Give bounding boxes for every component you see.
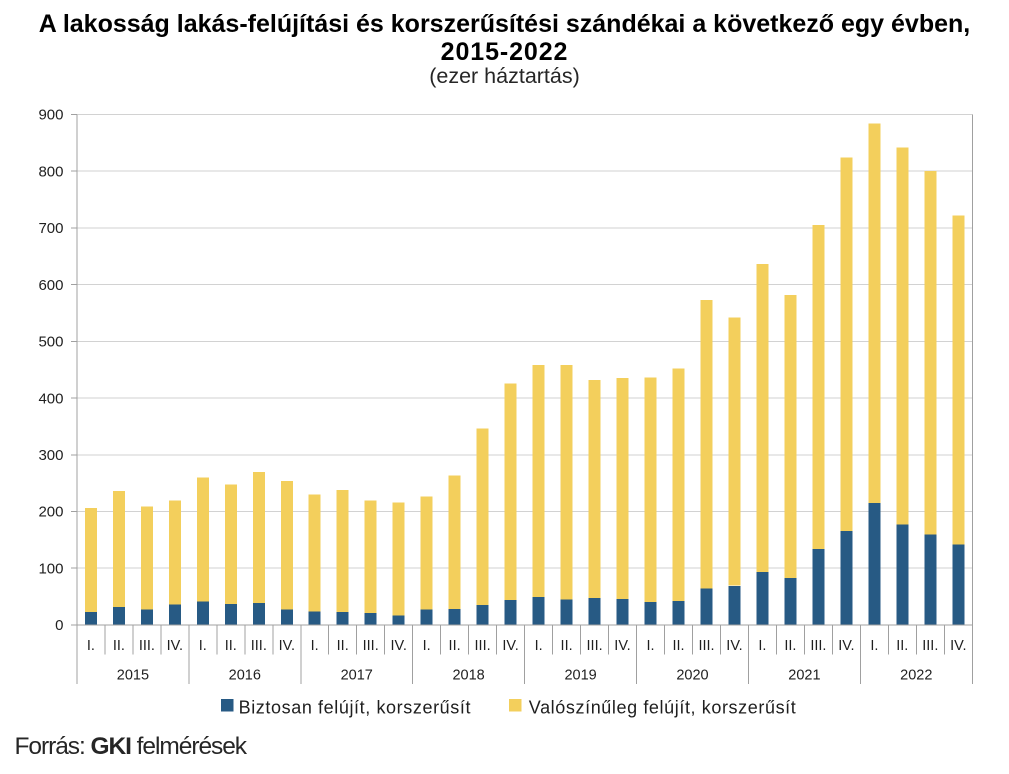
svg-text:I.: I. bbox=[646, 638, 654, 654]
svg-text:2017: 2017 bbox=[341, 668, 373, 684]
svg-text:IV.: IV. bbox=[167, 638, 183, 654]
svg-text:III.: III. bbox=[139, 638, 155, 654]
svg-text:2022: 2022 bbox=[900, 668, 932, 684]
svg-text:2016: 2016 bbox=[229, 668, 261, 684]
svg-text:2018: 2018 bbox=[452, 668, 484, 684]
svg-text:IV.: IV. bbox=[726, 638, 742, 654]
svg-text:Valószínűleg felújít, korszerű: Valószínűleg felújít, korszerűsít bbox=[529, 697, 797, 717]
svg-text:2020: 2020 bbox=[676, 668, 708, 684]
svg-text:2019: 2019 bbox=[564, 668, 596, 684]
svg-text:900: 900 bbox=[38, 107, 63, 124]
svg-text:III.: III. bbox=[810, 638, 826, 654]
svg-text:II.: II. bbox=[896, 638, 908, 654]
svg-text:I.: I. bbox=[311, 638, 319, 654]
svg-text:II.: II. bbox=[561, 638, 573, 654]
svg-text:II.: II. bbox=[225, 638, 237, 654]
svg-text:800: 800 bbox=[38, 163, 63, 180]
svg-text:II.: II. bbox=[784, 638, 796, 654]
svg-text:300: 300 bbox=[38, 447, 63, 464]
svg-text:I.: I. bbox=[758, 638, 766, 654]
svg-text:III.: III. bbox=[251, 638, 267, 654]
svg-text:I.: I. bbox=[423, 638, 431, 654]
svg-text:III.: III. bbox=[587, 638, 603, 654]
svg-text:IV.: IV. bbox=[502, 638, 518, 654]
svg-text:I.: I. bbox=[870, 638, 878, 654]
svg-text:III.: III. bbox=[922, 638, 938, 654]
svg-text:II.: II. bbox=[113, 638, 125, 654]
svg-text:700: 700 bbox=[38, 220, 63, 237]
svg-text:IV.: IV. bbox=[390, 638, 406, 654]
svg-text:2021: 2021 bbox=[788, 668, 820, 684]
svg-text:III.: III. bbox=[363, 638, 379, 654]
svg-text:III.: III. bbox=[475, 638, 491, 654]
svg-text:0: 0 bbox=[55, 617, 63, 634]
svg-text:600: 600 bbox=[38, 277, 63, 294]
svg-text:100: 100 bbox=[38, 560, 63, 577]
svg-text:500: 500 bbox=[38, 334, 63, 351]
svg-text:I.: I. bbox=[199, 638, 207, 654]
svg-text:400: 400 bbox=[38, 390, 63, 407]
svg-text:Biztosan felújít, korszerűsít: Biztosan felújít, korszerűsít bbox=[239, 697, 472, 717]
svg-text:III.: III. bbox=[698, 638, 714, 654]
svg-text:I.: I. bbox=[535, 638, 543, 654]
svg-text:II.: II. bbox=[449, 638, 461, 654]
svg-text:2015: 2015 bbox=[117, 668, 149, 684]
svg-text:I.: I. bbox=[87, 638, 95, 654]
svg-text:IV.: IV. bbox=[614, 638, 630, 654]
svg-text:II.: II. bbox=[337, 638, 349, 654]
svg-text:IV.: IV. bbox=[950, 638, 966, 654]
svg-text:II.: II. bbox=[672, 638, 684, 654]
svg-text:200: 200 bbox=[38, 504, 63, 521]
svg-text:IV.: IV. bbox=[838, 638, 854, 654]
svg-text:IV.: IV. bbox=[279, 638, 295, 654]
